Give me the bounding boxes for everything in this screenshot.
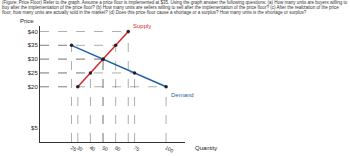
svg-text:Demand: Demand <box>171 92 194 98</box>
svg-text:$30: $30 <box>28 56 39 62</box>
svg-text:$35: $35 <box>28 42 39 48</box>
svg-text:30: 30 <box>76 144 84 152</box>
svg-text:40: 40 <box>89 144 97 152</box>
svg-text:25: 25 <box>70 144 78 152</box>
svg-text:75: 75 <box>133 144 141 152</box>
svg-text:60: 60 <box>114 144 122 152</box>
svg-text:$25: $25 <box>28 70 39 76</box>
svg-text:Supply: Supply <box>133 23 151 29</box>
svg-text:50: 50 <box>101 144 109 152</box>
svg-text:$40: $40 <box>28 29 39 35</box>
svg-text:$20: $20 <box>28 84 39 90</box>
svg-text:100: 100 <box>164 144 174 153</box>
svg-text:Quantity: Quantity <box>195 145 217 151</box>
svg-text:$5: $5 <box>31 125 38 131</box>
svg-text:Price: Price <box>20 18 34 24</box>
html-text:(Figure: Price Floor) Refer to: (Figure: Price Floor) Refer to the graph… <box>2 0 348 15</box>
